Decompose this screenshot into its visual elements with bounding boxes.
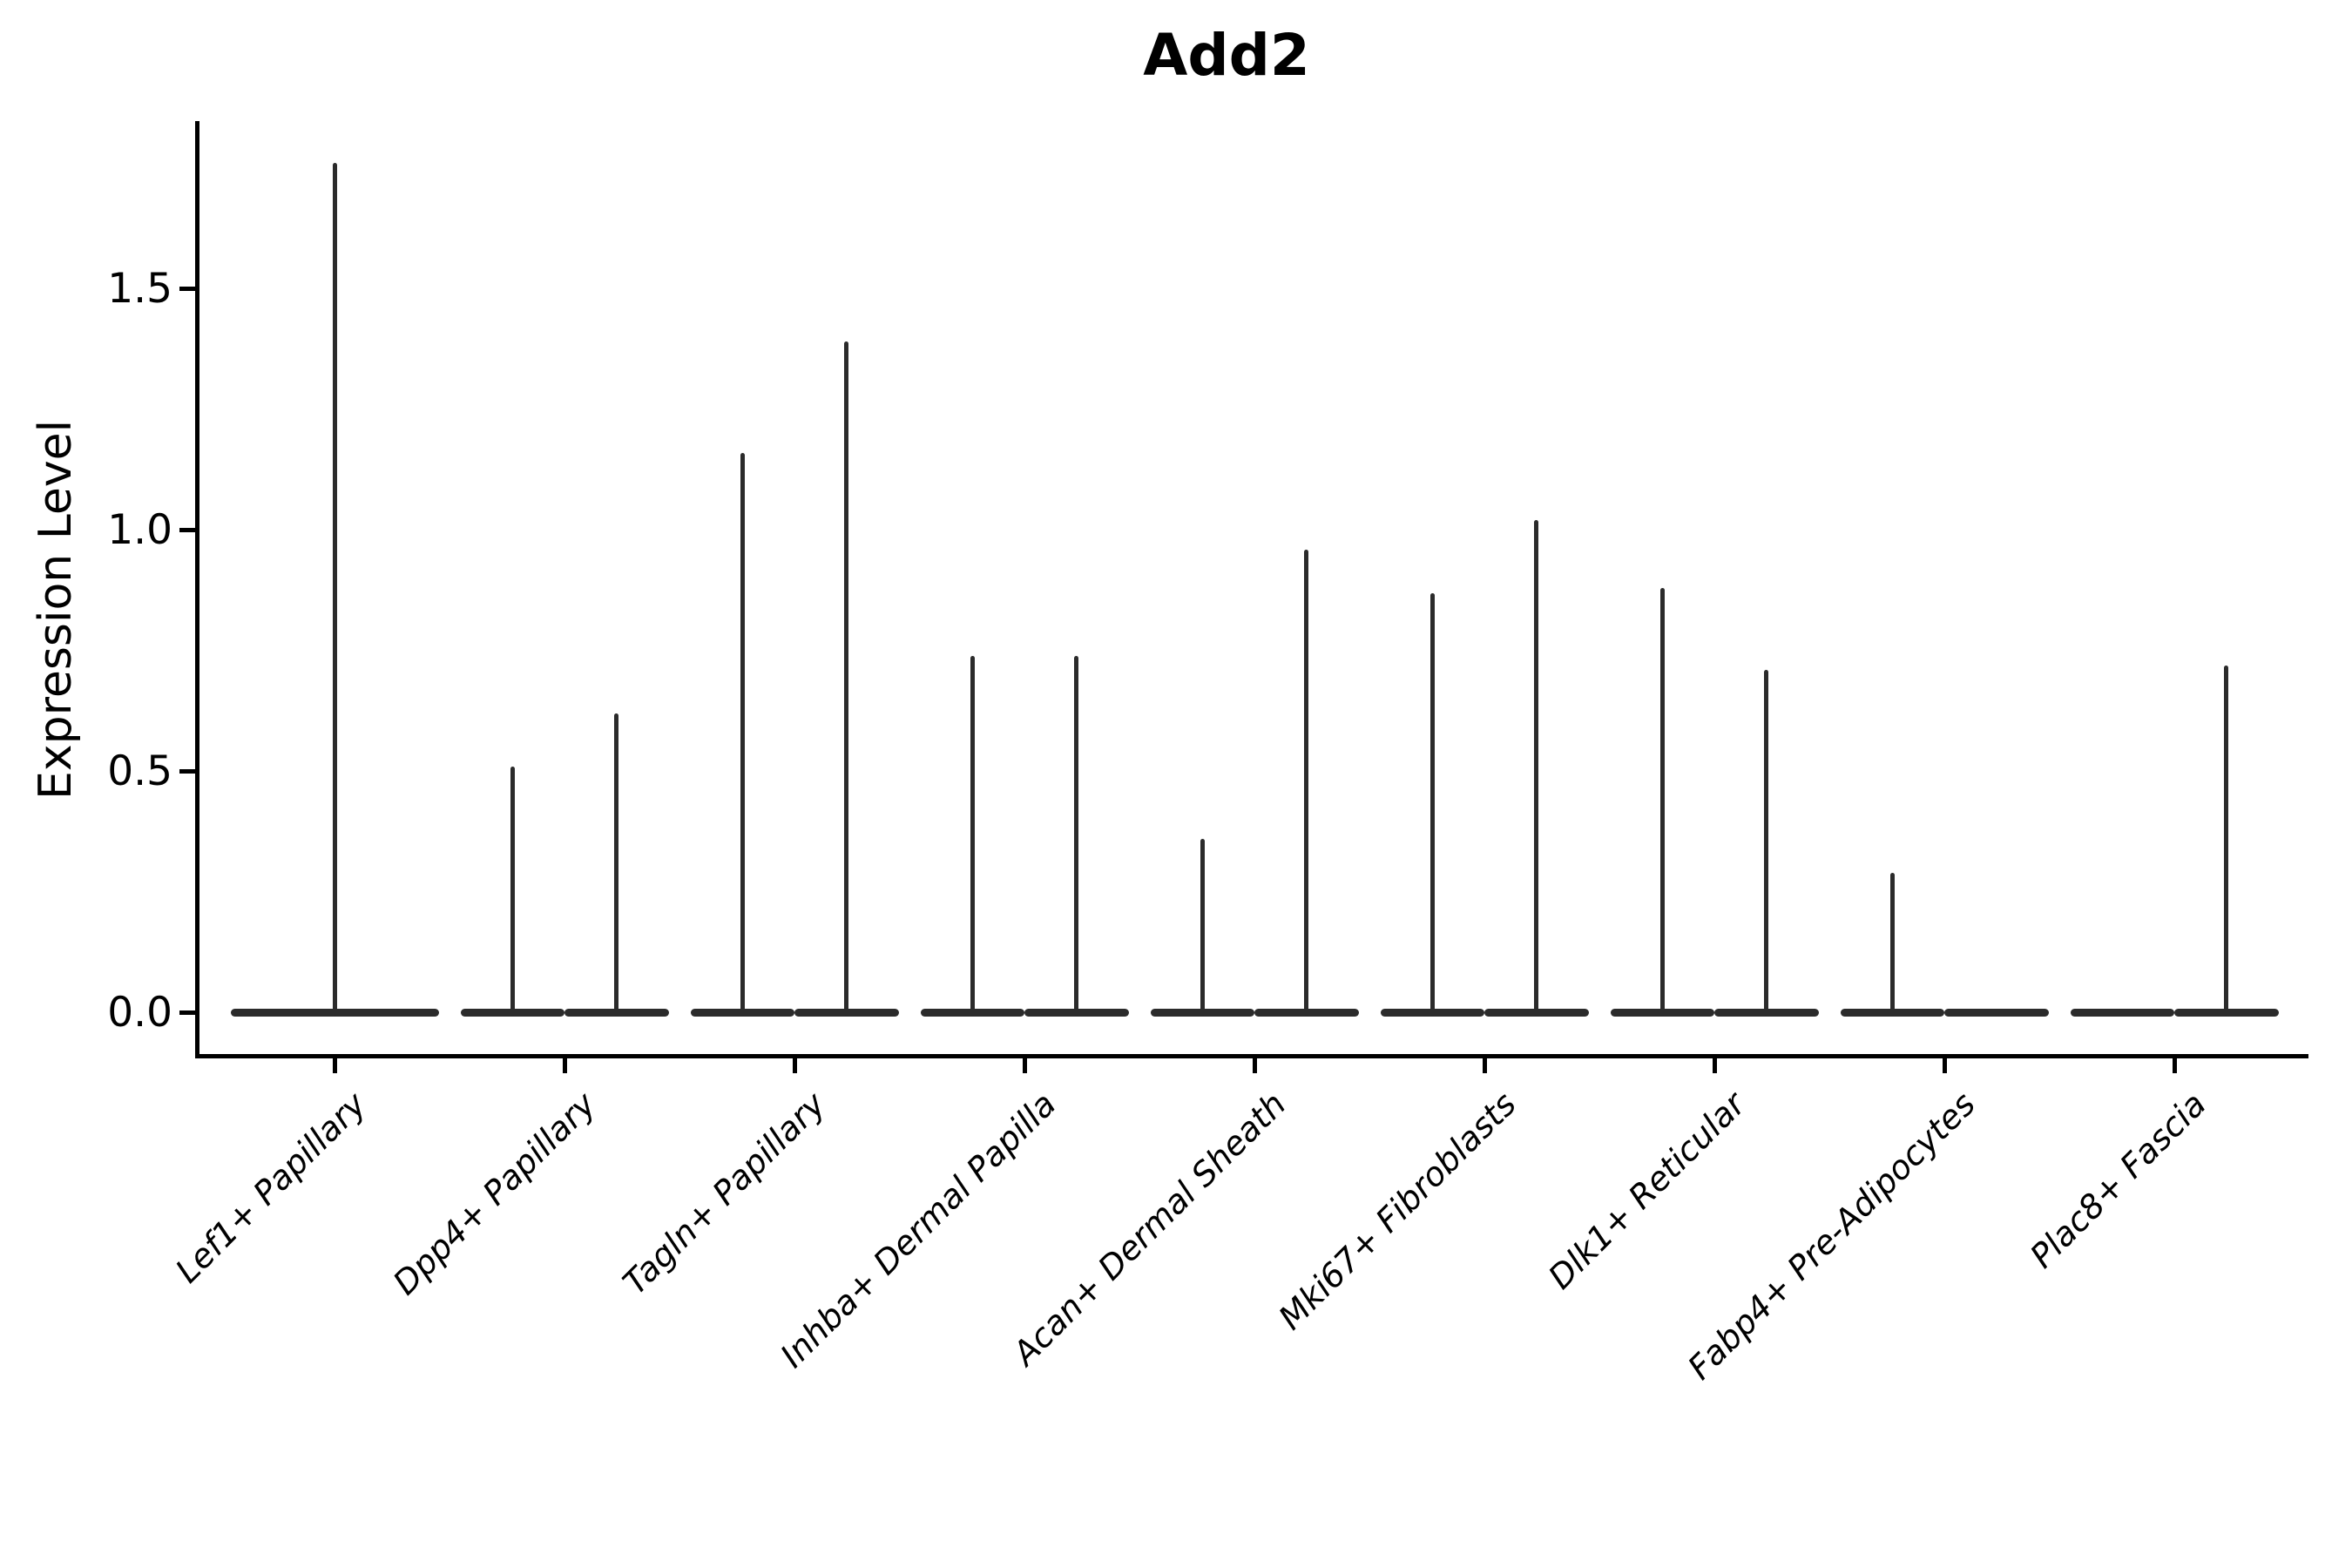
x-axis-tick — [1252, 1058, 1257, 1073]
x-axis-tick — [562, 1058, 567, 1073]
x-axis-spine — [195, 1054, 2308, 1058]
x-axis-category-label: Dlk1+ Reticular — [1541, 1085, 1754, 1297]
violin-spike — [1429, 592, 1435, 1016]
x-axis-tick — [1022, 1058, 1027, 1073]
violin-spike — [740, 452, 745, 1016]
x-axis-tick — [1482, 1058, 1487, 1073]
violin-spike — [1659, 587, 1665, 1016]
violin-spike — [1304, 549, 1309, 1016]
x-axis-category-label: Lef1+ Papillary — [167, 1085, 374, 1291]
violin-spike — [614, 713, 619, 1016]
violin-spike — [332, 163, 337, 1016]
y-axis-label: Expression Level — [30, 419, 82, 801]
x-axis-category-label: Mki67+ Fibroblasts — [1270, 1085, 1524, 1337]
violin-spike — [510, 766, 515, 1016]
violin-spike — [1534, 520, 1539, 1016]
x-axis-category-label: Plac8+ Fascia — [2022, 1085, 2213, 1276]
violin-spike — [1764, 670, 1769, 1016]
violin-base — [1944, 1009, 2049, 1017]
chart-title: Add2 — [1143, 22, 1310, 89]
x-axis-tick — [792, 1058, 797, 1073]
y-axis-tick-label: 0.5 — [107, 747, 172, 795]
y-axis-tick — [179, 1010, 196, 1015]
x-axis-category-label: Tagln+ Papillary — [616, 1085, 834, 1302]
y-axis-tick — [179, 528, 196, 532]
violin-base — [2070, 1009, 2174, 1017]
violin-spike — [1889, 872, 1895, 1016]
x-axis-tick — [1712, 1058, 1717, 1073]
y-axis-tick-label: 1.5 — [107, 264, 172, 313]
violin-spike — [970, 655, 975, 1016]
x-axis-category-label: Acan+ Dermal Sheath — [1005, 1085, 1294, 1373]
violin-spike — [1074, 655, 1079, 1016]
y-axis-tick-label: 1.0 — [107, 505, 172, 554]
y-axis-spine — [195, 121, 199, 1057]
violin-spike — [2224, 665, 2229, 1016]
y-axis-tick-label: 0.0 — [107, 988, 172, 1037]
x-axis-tick — [332, 1058, 337, 1073]
violin-spike — [844, 341, 849, 1016]
y-axis-tick — [179, 769, 196, 774]
x-axis-tick — [1942, 1058, 1947, 1073]
x-axis-tick — [2172, 1058, 2177, 1073]
violin-spike — [1200, 839, 1205, 1016]
y-axis-tick — [179, 287, 196, 291]
x-axis-category-label: Dpp4+ Papillary — [385, 1085, 604, 1302]
